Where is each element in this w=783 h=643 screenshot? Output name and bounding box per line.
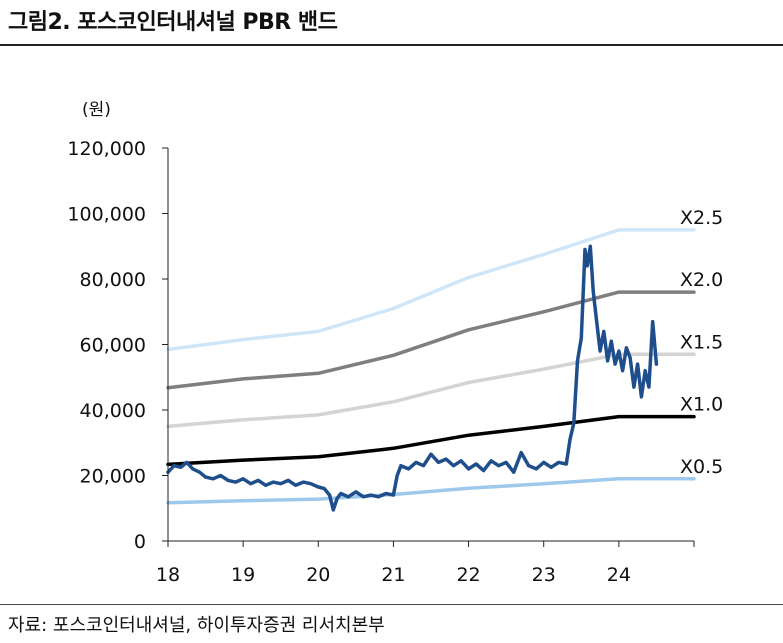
y-tick-label: 20,000 [80, 466, 146, 488]
x-tick-labels: 18 19 20 21 22 23 24 [156, 564, 631, 586]
band-lines [166, 228, 696, 505]
y-tick-labels: 0 20,000 40,000 60,000 80,000 100,000 120,000 [67, 138, 146, 553]
y-tick-label: 60,000 [80, 335, 146, 357]
band-line-x2-5 [166, 228, 696, 352]
x-tick-label: 22 [456, 564, 480, 586]
band-label: X1.0 [680, 394, 723, 416]
x-tick-label: 18 [156, 564, 180, 586]
x-tick-label: 23 [532, 564, 556, 586]
axes [162, 147, 695, 547]
y-tick-label: 120,000 [67, 138, 146, 160]
x-tick-label: 21 [381, 564, 405, 586]
y-axis-unit: (원) [82, 100, 111, 120]
band-label: X2.0 [680, 269, 723, 291]
source-divider [0, 604, 783, 605]
title-divider [0, 44, 783, 46]
price-series [166, 244, 659, 512]
x-tick-label: 24 [607, 564, 631, 586]
band-line-x1-0 [166, 414, 696, 467]
x-tick-label: 19 [231, 564, 255, 586]
band-line-x2-0 [166, 290, 696, 390]
y-tick-label: 0 [134, 531, 146, 553]
y-tick-label: 40,000 [80, 400, 146, 422]
band-labels: X2.5 X2.0 X1.5 X1.0 X0.5 [680, 207, 723, 478]
source-note: 자료: 포스코인터내셔널, 하이투자증권 리서치본부 [8, 615, 385, 636]
price-line [166, 244, 659, 512]
band-line-x0-5 [166, 477, 696, 505]
x-tick-label: 20 [306, 564, 330, 586]
band-label: X2.5 [680, 207, 723, 229]
chart-title: 그림2. 포스코인터내셔널 PBR 밴드 [8, 10, 338, 35]
y-tick-label: 100,000 [67, 204, 146, 226]
band-label: X1.5 [680, 331, 723, 353]
band-label: X0.5 [680, 456, 723, 478]
y-tick-label: 80,000 [80, 269, 146, 291]
